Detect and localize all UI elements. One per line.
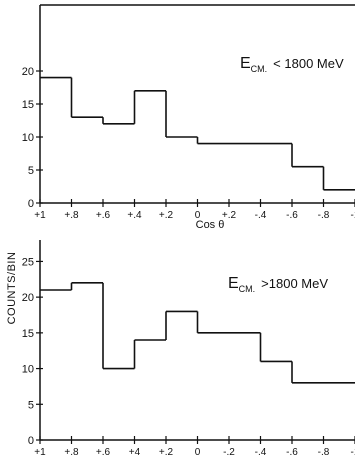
x-tick-label: -1 — [351, 210, 355, 221]
energy-annotation: ECM. < 1800 MeV — [240, 55, 344, 74]
annotation-condition: >1800 MeV — [261, 276, 328, 291]
annotation-main: E — [228, 275, 239, 292]
x-tick-label: +.2 — [222, 210, 237, 221]
x-tick-label: 0 — [195, 447, 201, 458]
annotation-condition: < 1800 MeV — [273, 56, 344, 71]
x-tick-label: -.8 — [318, 447, 330, 458]
y-tick-label: 0 — [28, 198, 34, 210]
x-tick-label: +1 — [34, 210, 46, 221]
x-tick-label: +.2 — [159, 210, 174, 221]
y-tick-label: 25 — [22, 256, 34, 268]
x-tick-label: +.6 — [96, 447, 111, 458]
chart-panel-low-energy: 0 5 10 15 20 +1 +.8 +.6 +.4 +.2 0 +.2 -.4 -.6 -.8 -1 Cos… — [22, 4, 355, 231]
y-tick-label: 20 — [22, 292, 34, 304]
x-tick-label: -.4 — [255, 447, 267, 458]
x-tick-label: -.2 — [223, 447, 235, 458]
energy-annotation: ECM. >1800 MeV — [228, 275, 328, 294]
x-tick-label: -.6 — [286, 447, 298, 458]
annotation-subscript: CM. — [251, 64, 268, 74]
y-tick-label: 5 — [28, 399, 34, 411]
x-tick-label: +1 — [34, 447, 46, 458]
annotation-main: E — [240, 55, 251, 72]
annotation-subscript: CM. — [239, 284, 256, 294]
x-tick-label: +.8 — [64, 447, 79, 458]
y-tick-label: 0 — [28, 435, 34, 447]
y-tick-label: 15 — [22, 328, 34, 340]
y-tick-label: 15 — [22, 99, 34, 111]
x-tick-label: -.4 — [255, 210, 267, 221]
x-axis-label: Cos θ — [196, 219, 225, 231]
x-tick-label: -.6 — [286, 210, 298, 221]
y-tick-label: 10 — [22, 364, 34, 376]
chart-panel-high-energy: 0 5 10 15 20 25 +1 +.8 +.6 +4 +.2 0 -.2 -.4 -.6 -.8 -1 EC… — [22, 240, 355, 458]
x-tick-label: -1 — [351, 447, 355, 458]
x-tick-label: +.8 — [64, 210, 79, 221]
y-tick-label: 20 — [22, 66, 34, 78]
y-tick-label: 5 — [28, 165, 34, 177]
x-tick-label: +.4 — [127, 210, 142, 221]
y-tick-label: 10 — [22, 132, 34, 144]
y-axis-label: COUNTS/BIN — [6, 252, 18, 325]
x-tick-label: 0 — [195, 210, 201, 221]
x-tick-label: +.2 — [159, 447, 174, 458]
x-tick-label: +4 — [129, 447, 141, 458]
x-tick-label: -.8 — [318, 210, 330, 221]
x-tick-label: +.6 — [96, 210, 111, 221]
